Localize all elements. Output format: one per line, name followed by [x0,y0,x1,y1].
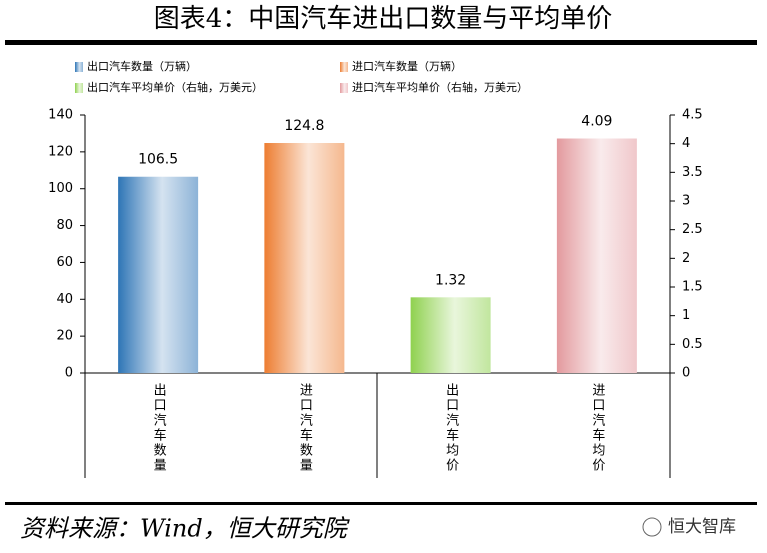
bar [410,297,491,373]
bar [118,176,199,373]
y2-tick-label: 0 [682,366,690,381]
source-note: 资料来源：Wind，恒大研究院 [20,515,351,543]
x-tick-label: 进口汽车均价 [589,383,605,473]
bar [264,143,345,373]
legend-label: 进口汽车平均单价（右轴，万美元） [352,80,528,94]
watermark-icon [642,517,662,537]
y2-tick-label: 1.5 [682,280,703,295]
title-rule [5,40,757,45]
legend-swatch [75,62,83,72]
y-tick-label: 80 [56,218,73,233]
x-tick-label: 出口汽车数量 [151,383,167,473]
chart-title: 图表4：中国汽车进出口数量与平均单价 [154,4,613,34]
y2-tick-label: 2.5 [682,222,703,237]
legend-label: 出口汽车平均单价（右轴，万美元） [87,80,263,94]
data-label: 106.5 [138,152,178,168]
x-tick-label: 出口汽车均价 [443,383,459,473]
y2-tick-label: 1 [682,308,690,323]
y-tick-label: 60 [56,255,73,270]
y2-tick-label: 4 [682,136,690,151]
legend-label: 出口汽车数量（万辆） [87,59,197,73]
bar [556,138,637,373]
legend-label: 进口汽车数量（万辆） [352,59,462,73]
legend-swatch [340,62,348,72]
y2-tick-label: 0.5 [682,337,703,352]
data-label: 4.09 [581,114,612,130]
y-tick-label: 120 [48,144,73,159]
watermark: 恒大智库 [668,517,736,537]
legend-swatch [75,83,83,93]
y-tick-label: 0 [65,366,73,381]
y2-tick-label: 3 [682,194,690,209]
y2-tick-label: 4.5 [682,108,703,123]
y2-tick-label: 2 [682,251,690,266]
y-tick-label: 20 [56,329,73,344]
x-tick-label: 进口汽车数量 [297,383,313,473]
y-tick-label: 40 [56,292,73,307]
data-label: 124.8 [284,118,324,134]
y2-tick-label: 3.5 [682,165,703,180]
data-label: 1.32 [435,272,466,288]
y-tick-label: 140 [48,108,73,123]
y-tick-label: 100 [48,181,73,196]
footer-rule [5,502,757,505]
legend-swatch [340,83,348,93]
